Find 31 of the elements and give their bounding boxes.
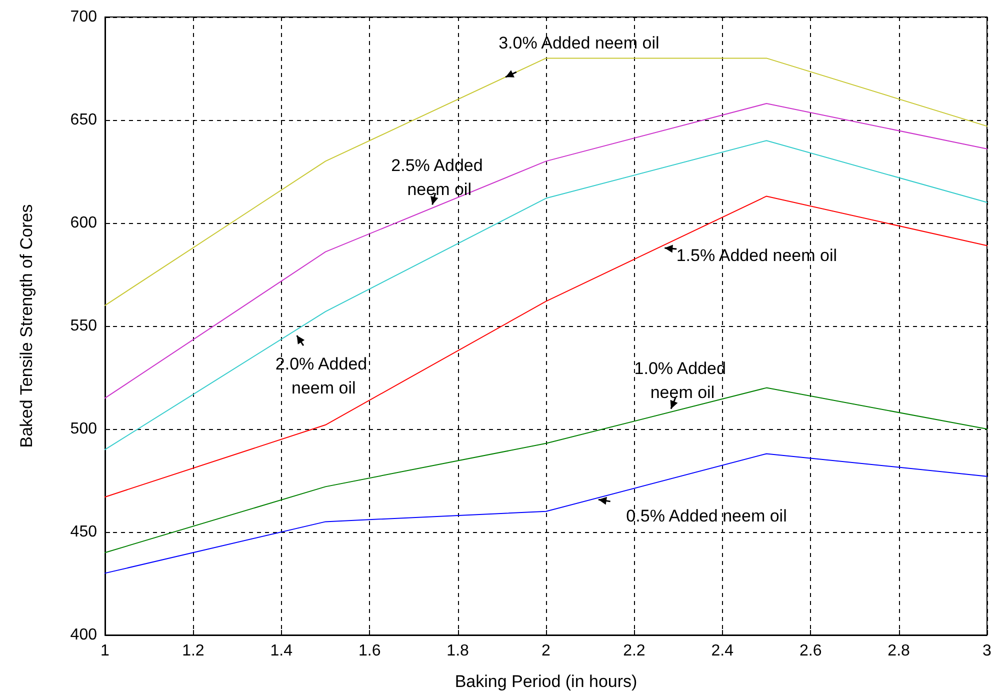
x-tick-label: 1.8 xyxy=(446,642,470,660)
x-tick-label: 2 xyxy=(542,642,551,660)
x-tick-label: 2.4 xyxy=(711,642,734,660)
line-series xyxy=(104,140,988,450)
x-axis-title: Baking Period (in hours) xyxy=(454,672,638,691)
annotation: 2.5% Added neem oil xyxy=(391,156,488,200)
y-tick-label: 450 xyxy=(70,524,98,540)
x-tick-label: 1.6 xyxy=(358,642,381,660)
y-tick-label: 400 xyxy=(70,626,98,644)
annotation: 2.0% Added neem oil xyxy=(275,354,372,398)
y-tick-label: 600 xyxy=(70,214,98,232)
x-tick-label: 2.8 xyxy=(888,642,910,660)
x-tick-label: 3 xyxy=(982,642,992,660)
y-tick-label: 550 xyxy=(70,318,98,334)
line-series xyxy=(104,196,988,498)
line-series xyxy=(104,453,988,574)
annotation: 0.5% Added neem oil xyxy=(626,506,787,526)
y-tick-label: 700 xyxy=(70,8,98,26)
line-series xyxy=(104,58,988,306)
y-tick-label: 650 xyxy=(70,112,98,128)
line-series xyxy=(104,103,988,399)
y-axis-title: Baked Tensile Strength of Cores xyxy=(17,204,36,448)
x-tick-label: 2.2 xyxy=(623,642,646,660)
annotation: 1.5% Added neem oil xyxy=(676,246,837,266)
x-tick-label: 1 xyxy=(100,642,110,660)
annotation: 1.0% Added neem oil xyxy=(634,359,731,402)
x-tick-label: 1.4 xyxy=(270,642,293,660)
x-tick-label: 1.2 xyxy=(182,642,204,660)
y-tick-label: 500 xyxy=(70,420,98,438)
annotation: 3.0% Added neem oil xyxy=(498,33,660,52)
x-tick-label: 2.6 xyxy=(799,642,822,660)
